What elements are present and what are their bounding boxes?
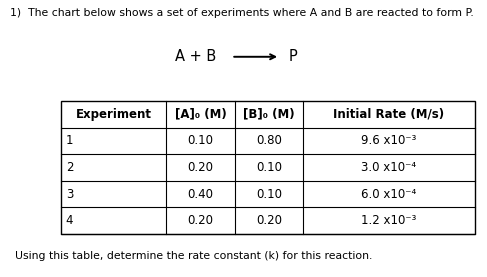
Text: 0.80: 0.80 xyxy=(256,135,282,147)
Text: 2: 2 xyxy=(66,161,73,174)
Text: 0.20: 0.20 xyxy=(187,161,214,174)
Text: Using this table, determine the rate constant (k) for this reaction.: Using this table, determine the rate con… xyxy=(15,251,372,261)
Text: 0.40: 0.40 xyxy=(187,188,214,201)
Text: 0.20: 0.20 xyxy=(187,214,214,227)
Text: 9.6 x10⁻³: 9.6 x10⁻³ xyxy=(361,135,416,147)
Text: Experiment: Experiment xyxy=(75,108,151,121)
Text: 0.10: 0.10 xyxy=(256,161,282,174)
Text: [A]₀ (M): [A]₀ (M) xyxy=(175,108,226,121)
Text: 0.10: 0.10 xyxy=(187,135,214,147)
Text: 0.20: 0.20 xyxy=(256,214,282,227)
Text: A + B: A + B xyxy=(175,49,217,64)
Text: 1.2 x10⁻³: 1.2 x10⁻³ xyxy=(361,214,416,227)
Text: 3.0 x10⁻⁴: 3.0 x10⁻⁴ xyxy=(361,161,416,174)
Text: [B]₀ (M): [B]₀ (M) xyxy=(243,108,295,121)
Text: 1: 1 xyxy=(66,135,73,147)
Text: 1)  The chart below shows a set of experiments where A and B are reacted to form: 1) The chart below shows a set of experi… xyxy=(10,8,473,18)
Text: P: P xyxy=(289,49,298,64)
Text: Initial Rate (M/s): Initial Rate (M/s) xyxy=(334,108,445,121)
Text: 3: 3 xyxy=(66,188,73,201)
Text: 6.0 x10⁻⁴: 6.0 x10⁻⁴ xyxy=(361,188,416,201)
Text: 4: 4 xyxy=(66,214,73,227)
Text: 0.10: 0.10 xyxy=(256,188,282,201)
